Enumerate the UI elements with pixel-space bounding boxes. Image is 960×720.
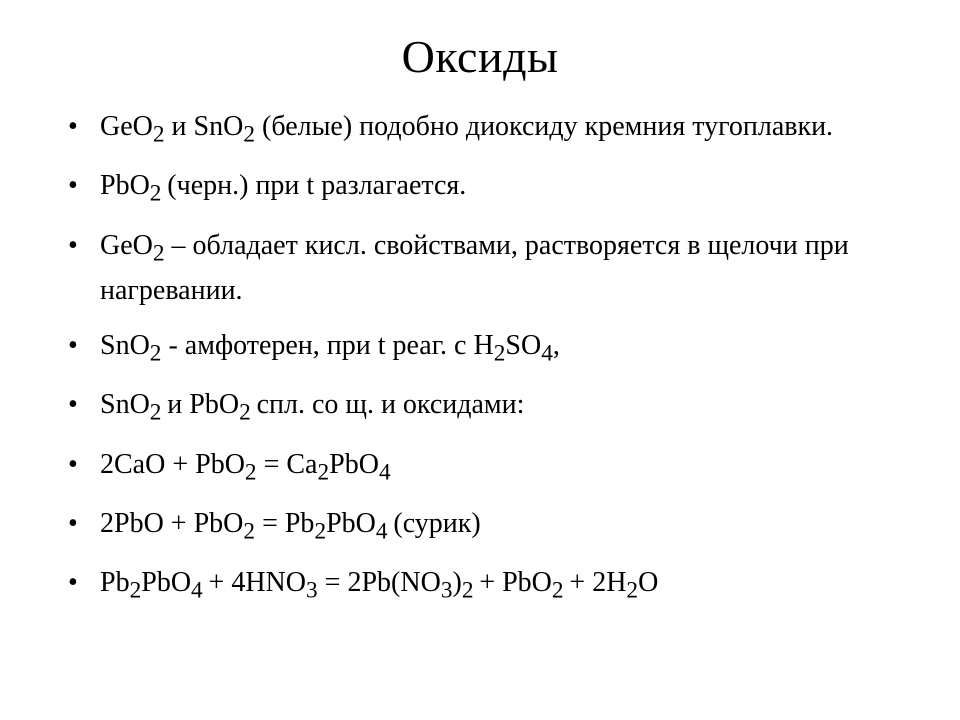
slide: Оксиды GeO2 и SnO2 (белые) подобно диокс… [0, 0, 960, 720]
list-item: SnO2 - амфотерен, при t реаг. с H2SO4, [68, 326, 912, 371]
slide-title: Оксиды [48, 30, 912, 83]
list-item: GeO2 – обладает кисл. свойствами, раство… [68, 226, 912, 312]
list-item: SnO2 и PbO2 спл. со щ. и оксидами: [68, 385, 912, 430]
bullet-list: GeO2 и SnO2 (белые) подобно диоксиду кре… [48, 107, 912, 609]
list-item: PbO2 (черн.) при t разлагается. [68, 166, 912, 211]
list-item: 2PbO + PbO2 = Pb2PbO4 (сурик) [68, 504, 912, 549]
list-item: GeO2 и SnO2 (белые) подобно диоксиду кре… [68, 107, 912, 152]
list-item: Pb2PbO4 + 4HNO3 = 2Pb(NO3)2 + PbO2 + 2H2… [68, 563, 912, 608]
list-item: 2CaO + PbO2 = Ca2PbO4 [68, 445, 912, 490]
